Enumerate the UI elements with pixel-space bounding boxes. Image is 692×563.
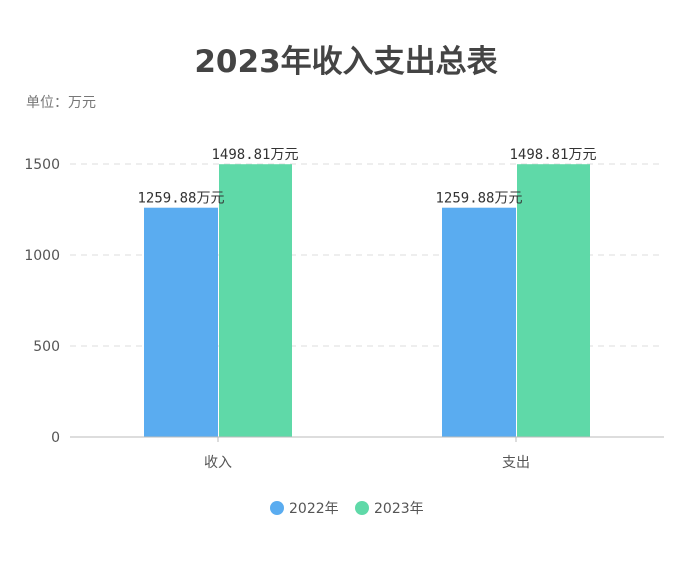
bar-expense-2022[interactable] [442, 207, 516, 437]
x-category-label: 收入 [204, 455, 232, 471]
data-label: 1498.81万元 [509, 147, 596, 163]
legend-marker-2022[interactable] [270, 501, 284, 515]
data-labels: 1259.88万元 1498.81万元 1259.88万元 1498.81万元 [137, 147, 596, 206]
x-category-label: 支出 [502, 455, 530, 471]
chart-title: 2023年收入支出总表 [194, 44, 497, 80]
y-tick-label: 1000 [24, 248, 60, 264]
x-axis: 收入 支出 [204, 437, 530, 471]
y-tick-label: 500 [33, 339, 60, 355]
bar-income-2023[interactable] [219, 164, 292, 437]
legend-label-2022[interactable]: 2022年 [289, 501, 339, 517]
legend[interactable]: 2022年 2023年 [270, 501, 424, 517]
legend-label-2023[interactable]: 2023年 [374, 501, 424, 517]
bars [144, 164, 590, 437]
data-label: 1259.88万元 [435, 191, 522, 207]
bar-income-2022[interactable] [144, 207, 218, 437]
data-label: 1259.88万元 [137, 191, 224, 207]
y-tick-label: 1500 [24, 157, 60, 173]
data-label: 1498.81万元 [211, 147, 298, 163]
legend-marker-2023[interactable] [355, 501, 369, 515]
bar-expense-2023[interactable] [517, 164, 590, 437]
unit-label: 单位：万元 [26, 95, 96, 111]
y-tick-label: 0 [51, 430, 60, 446]
y-axis: 0 500 1000 1500 [24, 157, 60, 446]
